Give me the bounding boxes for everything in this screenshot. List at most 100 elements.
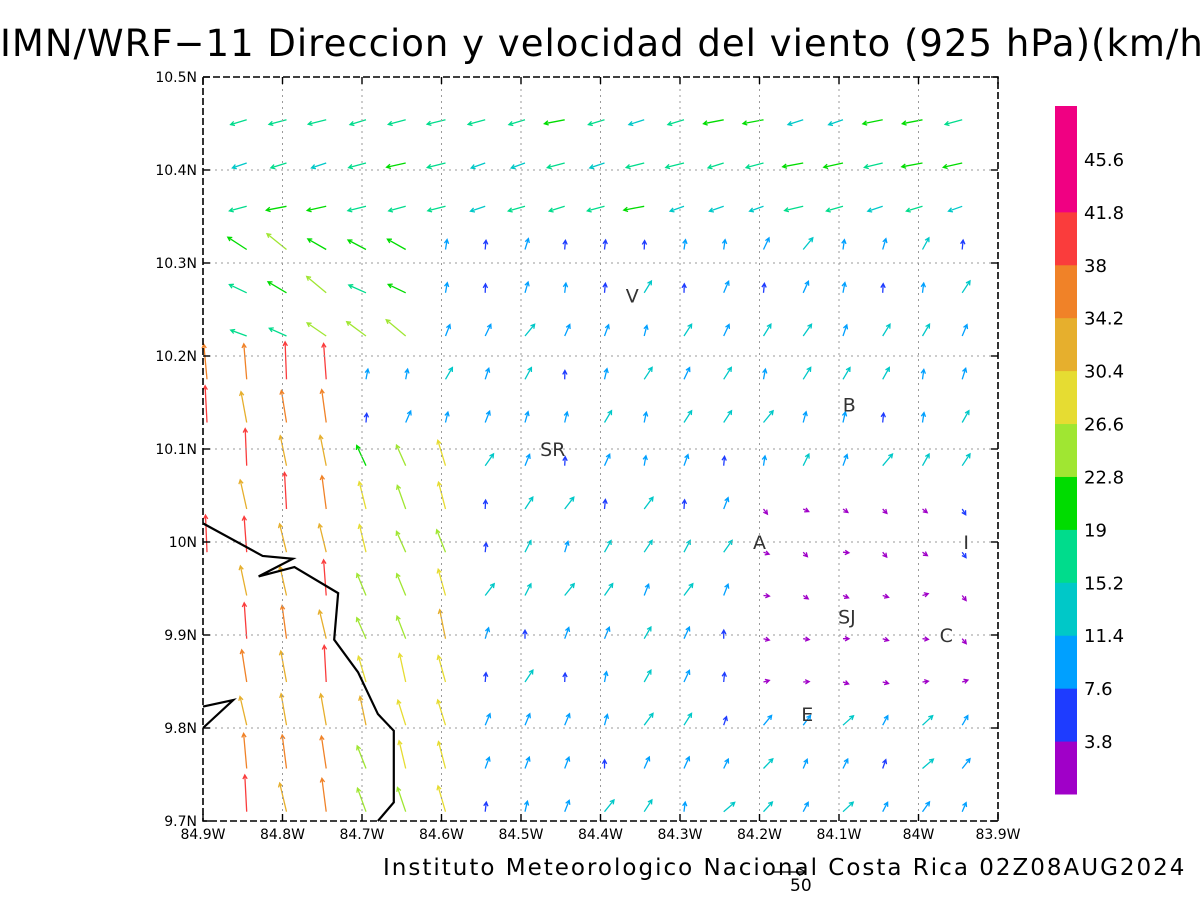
colorbar-swatch	[1055, 264, 1077, 319]
wind-arrow	[905, 205, 923, 213]
wind-arrow	[238, 564, 248, 596]
lon-tick-label: 84.1W	[816, 827, 861, 843]
wind-arrow	[239, 648, 248, 683]
wind-arrow	[723, 409, 733, 423]
wind-arrow	[279, 389, 288, 423]
wind-arrow	[802, 594, 810, 600]
wind-arrow	[802, 714, 812, 726]
wind-arrow	[643, 366, 653, 380]
wind-arrow	[643, 324, 649, 337]
wind-arrow	[228, 283, 247, 294]
wind-arrow	[723, 366, 733, 380]
wind-arrow	[264, 205, 287, 213]
wind-arrow	[484, 367, 491, 380]
wind-arrow	[484, 452, 495, 467]
wind-arrow	[802, 410, 808, 423]
wind-arrow	[761, 454, 768, 466]
wind-arrow	[721, 238, 728, 250]
grid-lines	[203, 77, 998, 821]
wind-arrow	[643, 279, 653, 294]
lat-tick-label: 9.7N	[164, 814, 197, 830]
wind-arrow	[355, 572, 367, 596]
wind-arrow	[643, 755, 651, 769]
wind-arrow	[921, 800, 931, 813]
wind-arrow	[683, 755, 691, 769]
wind-arrow	[564, 799, 571, 812]
wind-arrow	[363, 411, 370, 423]
place-label: I	[963, 532, 969, 554]
wind-arrow	[522, 628, 528, 639]
wind-arrow	[397, 739, 407, 769]
lon-tick-label: 84.6W	[419, 827, 464, 843]
wind-arrow	[563, 410, 570, 423]
wind-arrow	[444, 366, 454, 380]
wind-arrow	[668, 205, 685, 213]
wind-arrow	[922, 758, 935, 769]
wind-arrow	[405, 409, 412, 423]
wind-arrow	[482, 282, 489, 293]
wind-arrow	[882, 452, 894, 467]
wind-arrow	[395, 443, 407, 466]
wind-arrow	[345, 320, 367, 337]
wind-arrow	[279, 604, 288, 639]
wind-arrow	[306, 238, 327, 251]
wind-arrow	[425, 119, 446, 127]
wind-arrow	[524, 712, 531, 726]
wind-arrow	[524, 668, 534, 683]
wind-arrow	[543, 119, 565, 126]
wind-arrow	[961, 279, 971, 294]
wind-arrow	[564, 755, 571, 769]
lon-tick-label: 83.9W	[975, 827, 1020, 843]
wind-arrow	[435, 528, 447, 553]
wind-arrow	[484, 712, 492, 726]
lon-tick-label: 84.8W	[260, 827, 305, 843]
wind-arrow	[762, 409, 774, 423]
wind-arrow	[524, 237, 530, 250]
wind-arrow	[961, 452, 971, 467]
colorbar: 3.8 7.6 11.4 15.2 19 22.8 26.6 30.4 34.2 38 41.8 45…	[1055, 106, 1124, 795]
place-label: SJ	[838, 606, 856, 628]
wind-arrow	[642, 454, 648, 466]
lat-tick-label: 10.5N	[155, 70, 197, 86]
wind-arrow	[241, 732, 248, 769]
wind-arrow	[961, 757, 971, 769]
lon-tick-label: 84.2W	[737, 827, 782, 843]
wind-arrow	[484, 626, 491, 639]
colorbar-swatch	[1055, 370, 1077, 425]
place-label: V	[626, 286, 639, 308]
wind-arrow	[524, 280, 530, 293]
wind-arrow	[961, 367, 968, 380]
wind-arrow	[841, 281, 847, 293]
colorbar-label: 41.8	[1084, 203, 1124, 224]
wind-arrow	[961, 409, 970, 423]
wind-arrow	[231, 162, 247, 170]
colorbar-label: 19	[1084, 520, 1107, 541]
wind-arrow	[683, 669, 691, 683]
wind-arrow	[921, 236, 930, 250]
wind-arrow	[404, 367, 410, 380]
wind-arrow	[802, 366, 812, 380]
wind-arrow	[269, 162, 287, 170]
wind-arrow	[267, 119, 287, 127]
wind-arrow	[484, 582, 496, 596]
wind-arrow	[395, 614, 407, 639]
lon-tick-label: 84.5W	[498, 827, 543, 843]
wind-arrow	[396, 698, 407, 726]
place-label: C	[940, 625, 953, 647]
wind-arrow	[509, 162, 526, 170]
wind-arrow	[545, 162, 565, 170]
wind-arrow	[961, 508, 967, 516]
colorbar-swatch	[1055, 211, 1077, 266]
wind-arrow	[603, 323, 610, 337]
wind-arrow	[763, 592, 771, 599]
wind-arrow	[802, 236, 814, 250]
wind-arrow	[356, 744, 367, 769]
wind-arrow	[763, 757, 774, 769]
wind-arrow	[920, 368, 927, 380]
wind-arrow	[483, 541, 489, 553]
wind-arrow	[436, 698, 447, 726]
wind-arrow	[268, 327, 287, 337]
wind-arrow	[310, 162, 327, 170]
wind-arrow	[882, 593, 890, 599]
wind-arrow	[229, 328, 247, 337]
